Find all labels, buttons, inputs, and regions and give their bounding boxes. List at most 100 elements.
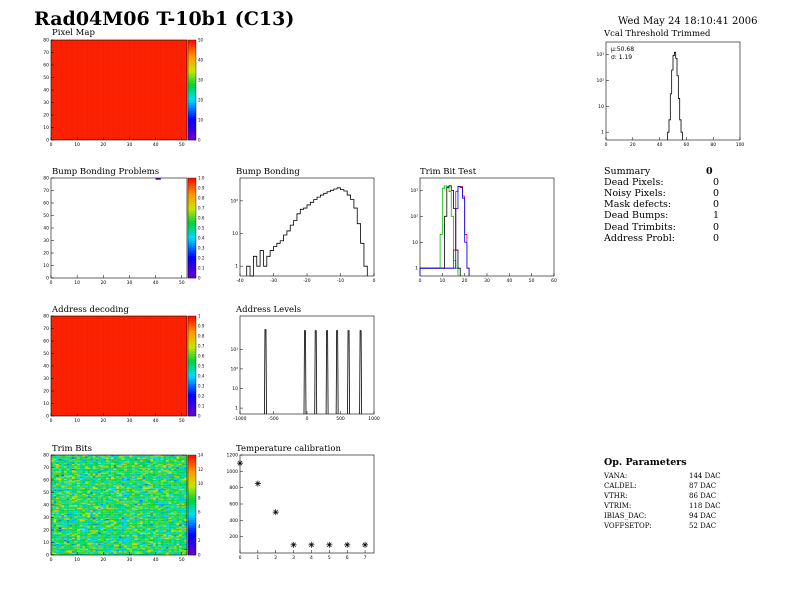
summary-label: Dead Pixels: <box>604 177 664 188</box>
heatmap-cell <box>111 505 114 507</box>
heatmap-cell <box>134 540 138 542</box>
heatmap-cell <box>145 455 148 457</box>
heatmap-cell <box>77 516 80 518</box>
heatmap-cell <box>139 546 143 548</box>
colorbar-segment <box>188 250 196 254</box>
heatmap-cell <box>51 488 54 491</box>
heatmap-cell <box>74 471 78 473</box>
heatmap-cell <box>98 553 101 556</box>
heatmap-cell <box>142 543 146 546</box>
heatmap-cell <box>85 512 88 514</box>
heatmap-cell <box>176 518 180 521</box>
heatmap-cell <box>119 488 122 491</box>
heatmap-cell <box>181 481 185 483</box>
heatmap-cell <box>155 536 159 538</box>
heatmap-cell <box>116 497 120 499</box>
heatmap-cell <box>173 472 177 474</box>
heatmap-cell <box>163 491 167 493</box>
heatmap-cell <box>87 551 91 553</box>
heatmap-cell <box>173 496 177 498</box>
heatmap-cell <box>105 520 109 522</box>
heatmap-cell <box>171 525 175 527</box>
colorbar-tick-label: 6 <box>198 510 201 515</box>
heatmap-cell <box>126 493 130 496</box>
heatmap-cell <box>108 517 112 519</box>
heatmap-cell <box>61 522 65 524</box>
heatmap-cell <box>56 537 59 539</box>
heatmap-cell <box>71 532 75 534</box>
heatmap-cell <box>160 553 164 556</box>
heatmap-cell <box>58 483 62 486</box>
heatmap-cell <box>92 531 96 533</box>
heatmap-cell <box>74 511 78 513</box>
histogram-line <box>667 51 683 140</box>
heatmap-cell <box>61 512 65 514</box>
heatmap-cell <box>71 512 75 514</box>
heatmap-cell <box>53 508 57 511</box>
heatmap-cell <box>134 497 138 499</box>
heatmap-cell <box>116 478 120 481</box>
heatmap-cell <box>71 485 75 487</box>
heatmap-cell <box>113 522 117 524</box>
heatmap-cell <box>132 548 135 551</box>
heatmap-cell <box>171 542 175 544</box>
heatmap-cell <box>119 493 122 496</box>
heatmap-cell <box>69 496 73 498</box>
heatmap-cell <box>121 457 125 459</box>
heatmap-cell <box>69 488 73 491</box>
heatmap-cell <box>168 525 172 527</box>
heatmap-cell <box>77 518 80 521</box>
heatmap-cell <box>58 531 62 533</box>
heatmap-cell <box>108 476 112 478</box>
heatmap-cell <box>147 471 151 473</box>
heatmap-cell <box>132 531 135 533</box>
heatmap-cell <box>98 513 101 516</box>
heatmap-cell <box>98 482 101 484</box>
heatmap-cell <box>126 510 130 512</box>
heatmap-cell <box>58 525 62 527</box>
colorbar-segment <box>188 371 196 374</box>
heatmap-cell <box>82 457 86 459</box>
heatmap-cell <box>158 543 161 546</box>
x-tick-label: 500 <box>336 416 345 422</box>
colorbar-segment <box>188 85 196 88</box>
heatmap-cell <box>163 456 167 458</box>
heatmap-cell <box>116 482 120 484</box>
heatmap-cell <box>98 483 101 486</box>
heatmap-cell <box>171 503 175 506</box>
heatmap-cell <box>82 485 86 487</box>
heatmap-cell <box>166 538 169 541</box>
heatmap-cell <box>92 510 96 512</box>
heatmap-cell <box>124 497 127 499</box>
heatmap-cell <box>113 520 117 522</box>
heatmap-cell <box>53 502 57 504</box>
heatmap-cell <box>176 470 180 472</box>
heatmap-cell <box>137 491 141 493</box>
heatmap-cell <box>153 532 156 534</box>
heatmap-cell <box>61 486 65 488</box>
heatmap-cell <box>168 535 172 537</box>
heatmap-cell <box>163 528 167 531</box>
heatmap-cell <box>142 501 146 503</box>
heatmap-cell <box>179 520 182 522</box>
heatmap-cell <box>160 465 164 467</box>
heatmap-cell <box>92 525 96 527</box>
heatmap-cell <box>51 481 54 483</box>
heatmap-cell <box>113 553 117 556</box>
heatmap-cell <box>82 473 86 476</box>
heatmap-cell <box>171 468 175 471</box>
heatmap-cell <box>179 540 182 542</box>
heatmap-cell <box>160 480 164 482</box>
heatmap-cell <box>113 462 117 464</box>
heatmap-cell <box>111 515 114 517</box>
heatmap-cell <box>87 517 91 519</box>
heatmap-cell <box>134 545 138 547</box>
heatmap-cell <box>132 533 135 536</box>
y-tick-label: 60 <box>43 339 49 345</box>
heatmap-cell <box>137 541 141 543</box>
y-tick-label: 40 <box>43 226 49 232</box>
heatmap-cell <box>90 483 93 486</box>
heatmap-cell <box>179 493 182 496</box>
heatmap-cell <box>121 500 125 502</box>
heatmap-cell <box>166 522 169 524</box>
